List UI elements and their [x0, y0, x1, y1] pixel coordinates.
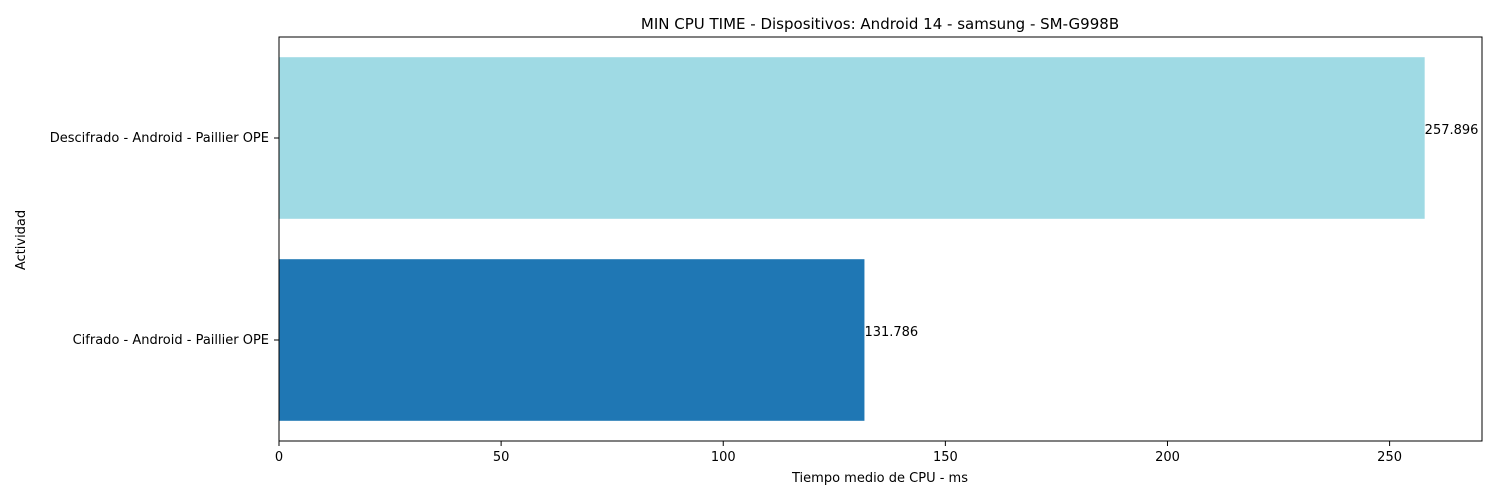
bar-1 [279, 259, 865, 421]
x-tick-label: 200 [1155, 450, 1180, 465]
x-tick-label: 150 [933, 450, 958, 465]
bars-layer: 131.786 257.896 [279, 57, 1478, 421]
plot-frame [278, 36, 1483, 442]
y-tick-label: Descifrado - Android - Paillier OPE [50, 131, 269, 146]
bar-2 [279, 57, 1425, 219]
x-axis-label: Tiempo medio de CPU - ms [791, 471, 968, 486]
bar-value-label: 257.896 [1425, 123, 1479, 138]
chart-title: MIN CPU TIME - Dispositivos: Android 14 … [641, 15, 1119, 33]
x-tick-label: 250 [1377, 450, 1402, 465]
x-tick-label: 0 [275, 450, 283, 465]
x-tick-label: 100 [711, 450, 736, 465]
y-tick-label: Cifrado - Android - Paillier OPE [73, 333, 269, 348]
y-axis-label: Actividad [14, 210, 29, 270]
x-tick-label: 50 [493, 450, 510, 465]
bar-value-label: 131.786 [864, 325, 918, 340]
axes-layer: Cifrado - Android - Paillier OPE Descifra… [50, 36, 1483, 465]
